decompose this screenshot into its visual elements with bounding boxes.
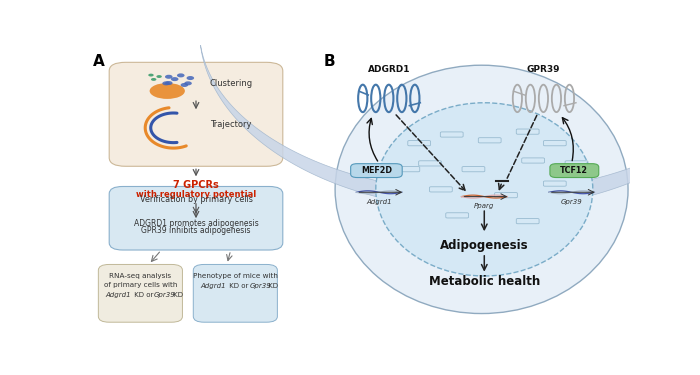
Text: 7 GPCRs: 7 GPCRs (173, 180, 219, 190)
Text: Gpr39: Gpr39 (154, 292, 176, 298)
Text: of primary cells with: of primary cells with (104, 282, 177, 288)
Text: with regulatory potential: with regulatory potential (136, 190, 256, 199)
Circle shape (186, 76, 194, 80)
Text: Gpr39: Gpr39 (561, 199, 582, 205)
Circle shape (156, 75, 162, 78)
Circle shape (165, 75, 173, 79)
Text: B: B (323, 54, 335, 69)
Text: A: A (93, 54, 105, 69)
Ellipse shape (150, 83, 185, 99)
Text: GPR39: GPR39 (526, 65, 560, 74)
Text: KD: KD (171, 292, 183, 298)
Circle shape (181, 83, 188, 87)
Text: KD or: KD or (227, 283, 251, 289)
Circle shape (184, 81, 192, 86)
Text: Metabolic health: Metabolic health (428, 275, 540, 288)
Text: ADGRD1: ADGRD1 (368, 65, 410, 74)
Text: Clustering: Clustering (210, 79, 253, 88)
Ellipse shape (376, 103, 593, 276)
Text: GPR39 inhibits adipogenesis: GPR39 inhibits adipogenesis (141, 226, 251, 235)
FancyBboxPatch shape (109, 186, 283, 250)
Circle shape (165, 81, 173, 85)
FancyBboxPatch shape (109, 62, 283, 166)
FancyBboxPatch shape (98, 264, 183, 322)
Circle shape (151, 78, 156, 81)
Circle shape (162, 81, 170, 86)
FancyBboxPatch shape (351, 164, 402, 177)
Text: KD or: KD or (132, 292, 155, 298)
Text: RNA-seq analysis: RNA-seq analysis (109, 273, 172, 279)
Text: Pparg: Pparg (474, 203, 494, 209)
Text: Adgrd1: Adgrd1 (105, 292, 131, 298)
FancyBboxPatch shape (550, 164, 598, 177)
Polygon shape (199, 31, 700, 210)
Text: Phenotype of mice with: Phenotype of mice with (193, 273, 278, 279)
FancyBboxPatch shape (193, 264, 277, 322)
Text: Adgrd1: Adgrd1 (366, 199, 392, 205)
Text: Adipogenesis: Adipogenesis (440, 239, 528, 252)
Text: ADGRD1 promotes adipogenesis: ADGRD1 promotes adipogenesis (134, 219, 258, 228)
Text: KD: KD (266, 283, 279, 289)
Circle shape (177, 74, 185, 77)
Text: Verification by primary cells: Verification by primary cells (139, 195, 253, 204)
Text: Adgrd1: Adgrd1 (200, 283, 225, 289)
Text: Gpr39: Gpr39 (249, 283, 271, 289)
Text: TCF12: TCF12 (560, 166, 588, 175)
Text: MEF2D: MEF2D (361, 166, 392, 175)
Ellipse shape (335, 65, 628, 314)
Circle shape (171, 77, 178, 81)
Circle shape (148, 74, 154, 76)
Text: Trajectory: Trajectory (210, 120, 251, 129)
